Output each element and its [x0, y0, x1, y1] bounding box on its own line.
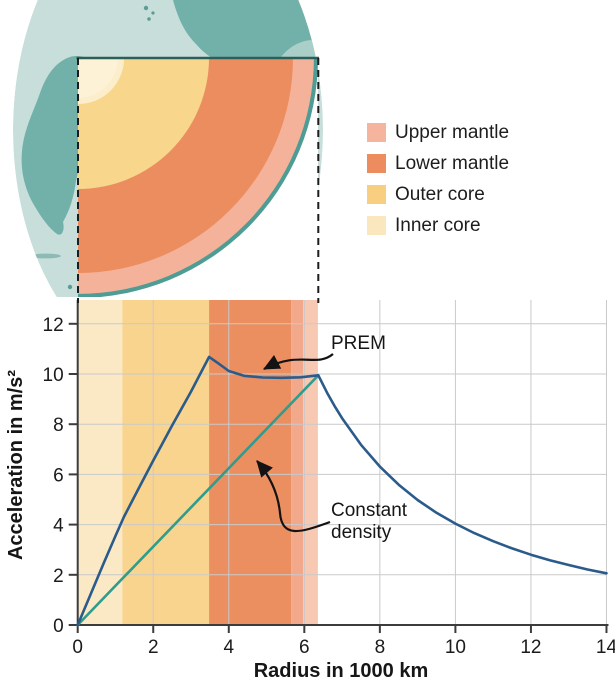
- curves: [76, 355, 608, 627]
- y-tick-label-4: 4: [53, 516, 64, 537]
- legend-item-outer-core: Outer core: [367, 185, 509, 204]
- legend-swatch: [367, 216, 386, 235]
- cross-section-layer-outer-core: [78, 58, 209, 189]
- legend-swatch: [367, 154, 386, 173]
- earth-cross-section-illustration: [13, 0, 323, 303]
- y-tick-label-12: 12: [43, 315, 64, 336]
- acceleration-chart: 0 2 4 6 8 10 12 14 0 2 4 6 8 10 12: [43, 300, 615, 658]
- band-upper-mantle-outer: [303, 300, 318, 625]
- band-upper-mantle: [291, 300, 304, 625]
- x-tick-label-6: 6: [299, 637, 310, 658]
- legend-item-upper-mantle: Upper mantle: [367, 123, 509, 142]
- x-tick-label-0: 0: [72, 637, 83, 658]
- legend-swatch: [367, 123, 386, 142]
- legend-label: Lower mantle: [395, 153, 510, 174]
- y-tick-label-2: 2: [53, 566, 64, 587]
- band-outer-core: [122, 300, 210, 625]
- x-tick-label-10: 10: [445, 637, 466, 658]
- x-tick-label-4: 4: [223, 637, 234, 658]
- annotation-constant-density: Constant density: [331, 500, 408, 543]
- legend-item-inner-core: Inner core: [367, 216, 509, 235]
- globe-ocean: [13, 0, 323, 297]
- annotation-prem: PREM: [331, 333, 386, 354]
- globe-continents: [21, 0, 323, 294]
- legend-swatch: [367, 185, 386, 204]
- layer-bands: [77, 300, 318, 625]
- band-lower-mantle: [209, 300, 292, 625]
- band-inner-core: [77, 300, 123, 625]
- prem-curve: [76, 355, 608, 627]
- inner-core-highlight: [78, 58, 118, 98]
- y-tick-label-8: 8: [53, 415, 64, 436]
- constant-density-curve: [76, 374, 320, 627]
- legend-label: Outer core: [395, 184, 485, 205]
- x-tick-label-2: 2: [148, 637, 159, 658]
- prem-arrow: [263, 353, 334, 370]
- x-tick-label-12: 12: [520, 637, 541, 658]
- y-tick-label-6: 6: [53, 465, 64, 486]
- constant-density-arrow: [256, 460, 331, 533]
- x-axis-title: Radius in 1000 km: [253, 660, 429, 682]
- x-tick-label-8: 8: [375, 637, 386, 658]
- cross-section-layer-inner-core: [78, 58, 125, 105]
- legend-label: Inner core: [395, 215, 481, 236]
- legend-label: Upper mantle: [395, 122, 510, 143]
- cross-section: [78, 58, 318, 297]
- axes: 0 2 4 6 8 10 12 14 0 2 4 6 8 10 12: [43, 300, 615, 658]
- x-tick-label-14: 14: [596, 637, 615, 658]
- gridlines: [77, 300, 607, 625]
- annotation-arrows: [256, 353, 334, 533]
- cross-section-rim: [78, 58, 318, 297]
- legend-item-lower-mantle: Lower mantle: [367, 154, 509, 173]
- y-tick-label-10: 10: [43, 365, 64, 386]
- globe: [13, 0, 323, 297]
- y-axis-title: Acceleration in m/s²: [5, 369, 27, 561]
- cross-section-layer-upper-mantle: [78, 58, 314, 294]
- layer-legend: Upper mantle Lower mantle Outer core Inner …: [367, 123, 509, 247]
- cross-section-layer-lower-mantle: [78, 58, 293, 273]
- y-tick-label-0: 0: [53, 616, 64, 637]
- cross-section-panel: [78, 58, 318, 297]
